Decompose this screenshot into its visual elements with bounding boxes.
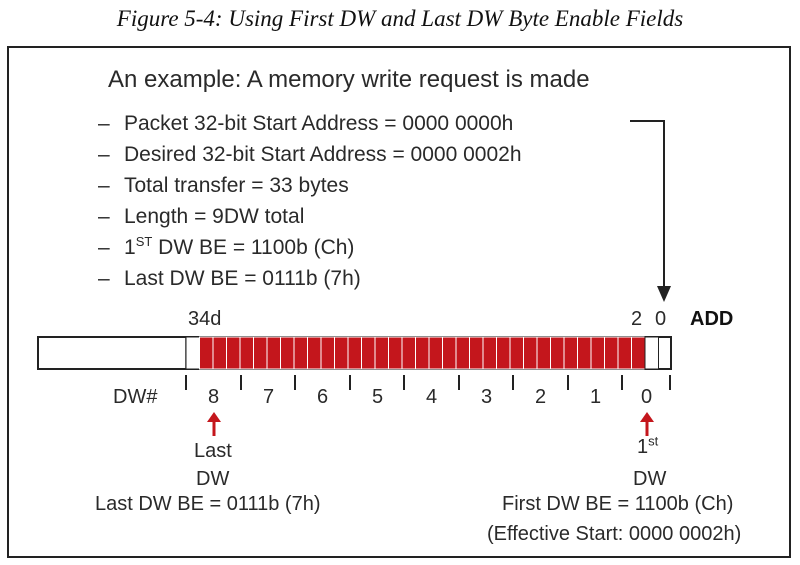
last-dw-arrow-head: [207, 412, 221, 422]
bullet-packet-start: – Packet 32-bit Start Address = 0000 0000…: [98, 108, 522, 139]
bullet-length: – Length = 9DW total: [98, 201, 522, 232]
first-dw-label-line1: 1st: [637, 433, 659, 459]
dw-number-label: DW#: [113, 386, 158, 408]
byte-cell-enabled: [226, 336, 241, 370]
bullet-text: Packet 32-bit Start Address = 0000 0000h: [124, 112, 514, 135]
dw-number: 8: [208, 386, 220, 408]
byte-cell-enabled: [482, 336, 497, 370]
bullet-dash: –: [98, 267, 110, 290]
byte-cell-enabled: [266, 336, 281, 370]
byte-cell-enabled: [347, 336, 362, 370]
byte-cell-enabled: [374, 336, 389, 370]
dw-number: 2: [535, 386, 547, 408]
bullet-text: Length = 9DW total: [124, 205, 305, 228]
dw-boundary-ticks: [185, 375, 671, 390]
bullet-first-dw-be: –1ST DW BE = 1100b (Ch): [98, 232, 522, 263]
bullet-text: Total transfer = 33 bytes: [124, 174, 349, 197]
byte-cell-enabled: [563, 336, 578, 370]
figure-caption: Figure 5-4: Using First DW and Last DW B…: [116, 6, 684, 31]
bullet-dash: –: [98, 236, 110, 259]
first-be-text: DW BE = 1100b (Ch): [152, 236, 355, 259]
first-dw-number: 1: [637, 436, 649, 458]
first-dw-be-text: First DW BE = 1100b (Ch): [502, 493, 734, 515]
bullet-dash: –: [98, 174, 110, 197]
last-dw-be-text: Last DW BE = 0111b (7h): [95, 493, 321, 515]
byte-cell-enabled: [536, 336, 551, 370]
dw-number: 0: [641, 386, 653, 408]
first-dw-label-line2: DW: [633, 468, 667, 490]
byte-cell-enabled: [469, 336, 484, 370]
bullet-text: Desired 32-bit Start Address = 0000 0002…: [124, 143, 522, 166]
address-arrow-line: [630, 120, 665, 290]
first-be-superscript: ST: [135, 234, 153, 249]
byte-cell-enabled: [617, 336, 632, 370]
byte-cell-enabled: [590, 336, 605, 370]
dw-number: 1: [590, 386, 602, 408]
bullet-text: Last DW BE = 0111b (7h): [124, 267, 361, 290]
byte-cell-enabled: [455, 336, 470, 370]
byte-cell-enabled: [334, 336, 349, 370]
bullet-last-dw-be: – Last DW BE = 0111b (7h): [98, 263, 522, 294]
byte-cell-enabled: [280, 336, 295, 370]
example-heading: An example: A memory write request is ma…: [108, 66, 590, 93]
label-bit-0: 0: [655, 308, 667, 330]
dw-number: 7: [263, 386, 275, 408]
byte-cell-enabled: [199, 336, 214, 370]
figure-frame: [7, 46, 791, 558]
label-bit-2: 2: [631, 308, 643, 330]
label-34d: 34d: [188, 308, 222, 330]
byte-cell-enabled: [293, 336, 308, 370]
example-bullet-list: – Packet 32-bit Start Address = 0000 0000…: [98, 108, 522, 294]
byte-cell-enabled: [212, 336, 227, 370]
bullet-dash: –: [98, 143, 110, 166]
first-dw-arrow-head: [640, 412, 654, 422]
dw-number: 6: [317, 386, 329, 408]
byte-cell-enabled: [320, 336, 335, 370]
first-be-prefix: 1: [124, 236, 136, 259]
byte-cell-enabled: [307, 336, 322, 370]
byte-cell-enabled: [428, 336, 443, 370]
first-dw-superscript: st: [648, 433, 659, 449]
effective-start-text: (Effective Start: 0000 0002h): [487, 523, 742, 545]
byte-cells: [185, 336, 659, 370]
bullet-total-transfer: – Total transfer = 33 bytes: [98, 170, 522, 201]
bullet-dash: –: [98, 205, 110, 228]
byte-cell-disabled: [185, 336, 200, 370]
byte-cell-enabled: [361, 336, 376, 370]
byte-cell-enabled: [496, 336, 511, 370]
byte-cell-enabled: [253, 336, 268, 370]
last-dw-label-line1: Last: [194, 440, 232, 462]
dw-number: 4: [426, 386, 438, 408]
byte-cell-enabled: [604, 336, 619, 370]
byte-cell-disabled: [644, 336, 659, 370]
dw-number: 5: [372, 386, 384, 408]
byte-cell-enabled: [442, 336, 457, 370]
byte-cell-enabled: [577, 336, 592, 370]
byte-cell-enabled: [415, 336, 430, 370]
dw-number: 3: [481, 386, 493, 408]
label-add: ADD: [690, 308, 734, 330]
byte-cell-enabled: [509, 336, 524, 370]
byte-cell-enabled: [550, 336, 565, 370]
byte-cell-enabled: [631, 336, 646, 370]
byte-cell-enabled: [401, 336, 416, 370]
last-dw-label-line2: DW: [196, 468, 230, 490]
bullet-dash: –: [98, 112, 110, 135]
byte-cell-enabled: [523, 336, 538, 370]
byte-cell-enabled: [388, 336, 403, 370]
bullet-desired-start: – Desired 32-bit Start Address = 0000 000…: [98, 139, 522, 170]
address-arrow-head: [657, 286, 671, 302]
byte-cell-enabled: [239, 336, 254, 370]
